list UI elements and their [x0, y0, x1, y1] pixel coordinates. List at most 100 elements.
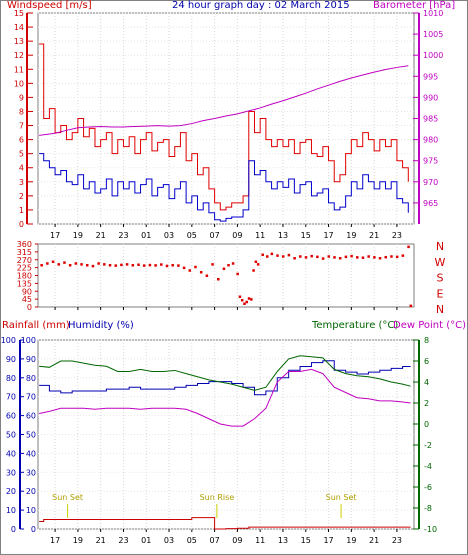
- wind-direction-point: [182, 266, 186, 270]
- direction-tick-label: 270: [17, 256, 32, 265]
- x-tick-label-humidity: 17: [323, 536, 333, 545]
- temperature-axis-label: Temperature (°C): [312, 320, 399, 331]
- x-tick-label-humidity: 23: [118, 536, 128, 545]
- windspeed-tick-label: 15: [14, 9, 24, 18]
- wind-direction-point: [240, 299, 244, 302]
- temperature-tick-label: -10: [424, 525, 437, 534]
- humidity-tick-label: 0: [31, 525, 36, 534]
- wind-direction-point: [165, 264, 169, 268]
- sunset-label: Sun Set: [52, 493, 83, 502]
- wind-direction-point: [97, 262, 100, 265]
- wind-direction-point: [46, 262, 49, 265]
- wind-direction-point: [68, 264, 72, 267]
- wind-direction-point: [276, 254, 279, 257]
- wind-direction-point: [407, 245, 410, 249]
- direction-tick-label: 135: [17, 279, 32, 288]
- x-tick-label-humidity: 13: [278, 536, 288, 545]
- temperature-tick-label: 6: [424, 357, 429, 366]
- windspeed-tick-label: 4: [19, 164, 24, 173]
- compass-label: N: [436, 240, 444, 253]
- compass-label: W: [435, 256, 446, 269]
- x-tick-label-wind: 17: [50, 231, 60, 240]
- wind-direction-point: [160, 263, 163, 266]
- humidity-tick-label: 50: [26, 431, 36, 440]
- x-tick-label-wind: 17: [323, 231, 333, 240]
- direction-tick-label: 360: [17, 240, 32, 249]
- wind-direction-point: [227, 264, 230, 267]
- windspeed-tick-label: 3: [19, 178, 24, 187]
- x-tick-label-wind: 23: [392, 231, 402, 240]
- windspeed-tick-label: 6: [19, 136, 24, 145]
- temperature-tick-label: -8: [424, 504, 432, 513]
- chart-title: 24 hour graph day : 02 March 2015: [172, 0, 350, 11]
- rainfall-tick-label: 0: [11, 525, 16, 534]
- wind-direction-point: [344, 255, 348, 259]
- x-tick-label-humidity: 01: [141, 536, 151, 545]
- temperature-tick-label: 2: [424, 399, 429, 408]
- windspeed-tick-label: 7: [19, 122, 24, 131]
- wind-direction-point: [395, 255, 399, 259]
- wind-direction-point: [142, 264, 146, 267]
- barometer-tick-label: 965: [423, 199, 438, 208]
- x-tick-label-humidity: 19: [73, 536, 83, 545]
- humidity-tick-label: 100: [21, 336, 36, 345]
- wind-direction-point: [188, 269, 192, 272]
- wind-direction-point: [252, 269, 255, 272]
- wind-direction-point: [114, 264, 117, 267]
- barometer-tick-label: 995: [423, 72, 438, 81]
- barometer-tick-label: 1000: [423, 51, 443, 60]
- windspeed-tick-label: 11: [14, 65, 24, 74]
- humidity-tick-label: 90: [26, 355, 36, 364]
- barometer-tick-label: 1005: [423, 30, 443, 39]
- wind-direction-point: [256, 263, 260, 266]
- wind-direction-point: [199, 271, 203, 274]
- x-tick-label-humidity: 19: [346, 536, 356, 545]
- wind-direction-point: [222, 267, 226, 270]
- wind-direction-point: [171, 264, 174, 267]
- x-tick-label-wind: 07: [210, 231, 220, 240]
- direction-tick-label: 90: [22, 287, 32, 296]
- wind-direction-point: [401, 254, 405, 257]
- wind-direction-point: [304, 256, 308, 259]
- dewpoint-series: [39, 368, 411, 427]
- temperature-tick-label: 0: [424, 420, 429, 429]
- humidity-tick-label: 30: [26, 468, 36, 477]
- windspeed-tick-label: 9: [19, 93, 24, 102]
- humidity-tick-label: 40: [26, 449, 36, 458]
- temperature-tick-label: -4: [424, 462, 432, 471]
- wind-direction-point: [231, 262, 235, 265]
- x-tick-label-humidity: 23: [392, 536, 402, 545]
- humidity-tick-label: 10: [26, 506, 36, 515]
- x-tick-label-wind: 09: [232, 231, 242, 240]
- x-tick-label-wind: 05: [187, 231, 197, 240]
- wind-direction-point: [91, 264, 95, 268]
- x-tick-label-humidity: 15: [301, 536, 311, 545]
- x-tick-label-wind: 03: [164, 231, 174, 240]
- barometer-axis-label: Barometer [hPa]: [373, 0, 456, 11]
- wind-direction-point: [74, 262, 78, 265]
- x-tick-label-humidity: 17: [50, 536, 60, 545]
- wind-direction-point: [373, 256, 376, 259]
- rainfall-series: [39, 517, 411, 530]
- humidity-series: [39, 360, 411, 396]
- x-tick-label-humidity: 05: [187, 536, 197, 545]
- rainfall-tick-label: 100: [1, 336, 16, 345]
- wind-direction-point: [148, 263, 152, 267]
- windspeed-tick-label: 12: [14, 51, 24, 60]
- wind-direction-point: [80, 263, 83, 266]
- wind-direction-point: [281, 255, 285, 258]
- wind-direction-point: [40, 264, 43, 267]
- wind-direction-point: [361, 256, 365, 259]
- humidity-axis-label: Humidity (%): [68, 320, 134, 331]
- humidity-tick-label: 20: [26, 487, 36, 496]
- wind-direction-point: [247, 297, 251, 300]
- barometer-tick-label: 980: [423, 136, 438, 145]
- wind-direction-point: [51, 260, 55, 263]
- wind-direction-point: [321, 257, 325, 260]
- windspeed-tick-label: 8: [19, 107, 24, 116]
- x-tick-label-humidity: 09: [232, 536, 242, 545]
- direction-tick-label: 45: [22, 295, 32, 304]
- wind-direction-point: [310, 254, 313, 258]
- windspeed-axis-label: Windspeed [m/s]: [7, 0, 92, 11]
- sunrise-label: Sun Rise: [200, 493, 235, 502]
